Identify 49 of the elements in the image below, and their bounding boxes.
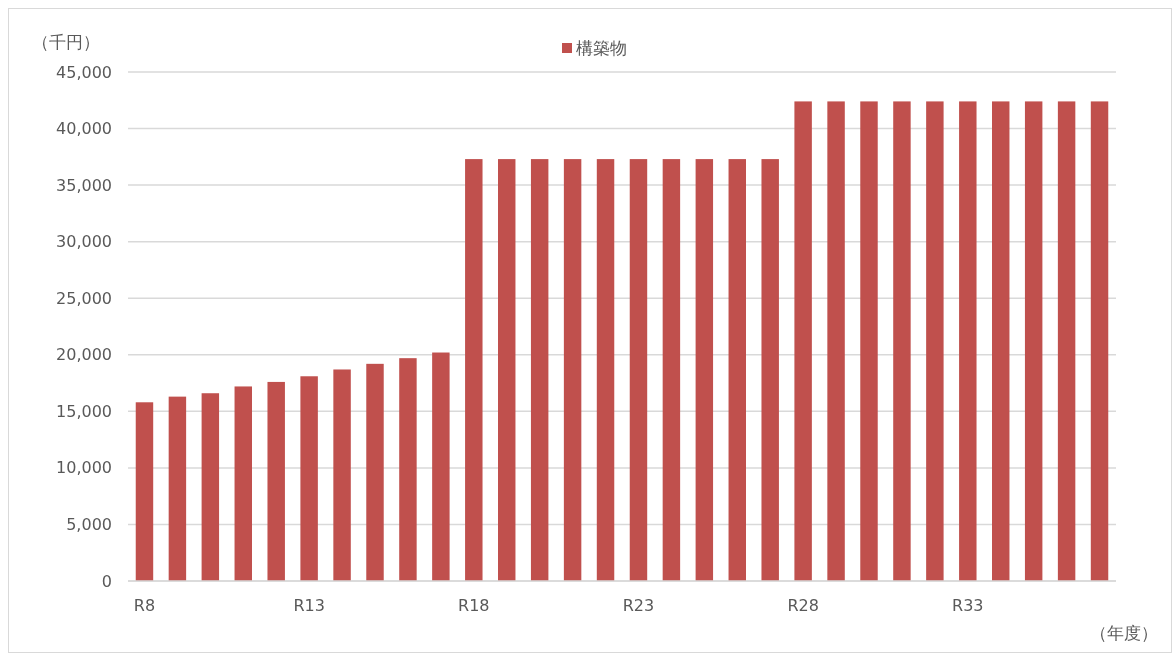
legend-label: 構築物	[576, 37, 627, 58]
y-axis-title: （千円）	[32, 32, 100, 52]
y-tick-label: 45,000	[56, 62, 112, 82]
y-tick-label: 5,000	[66, 515, 112, 535]
y-tick-label: 30,000	[56, 232, 112, 252]
bar	[201, 393, 220, 581]
bar	[959, 101, 977, 581]
y-tick-label: 0	[101, 571, 112, 591]
bar	[1024, 101, 1043, 581]
bar	[893, 101, 911, 581]
bar	[1057, 101, 1076, 581]
x-tick-label: R28	[787, 596, 819, 615]
bar	[399, 358, 417, 581]
bar	[563, 159, 582, 581]
bar	[432, 352, 450, 581]
bar	[860, 101, 878, 581]
y-tick-label: 15,000	[56, 401, 112, 421]
y-tick-label: 20,000	[56, 345, 112, 365]
bar	[596, 159, 615, 581]
bar	[629, 159, 648, 581]
bar	[926, 101, 944, 581]
bar	[333, 369, 351, 581]
bar	[1090, 101, 1109, 581]
bar	[135, 402, 154, 581]
bar	[662, 159, 681, 581]
x-tick-label: R13	[293, 596, 325, 615]
bar	[695, 159, 714, 581]
bar	[827, 101, 845, 581]
bar	[366, 363, 384, 581]
bar	[300, 376, 318, 581]
bar	[530, 159, 549, 581]
y-tick-label: 35,000	[56, 175, 112, 195]
x-tick-label: R18	[458, 596, 490, 615]
bar	[728, 159, 746, 581]
bar	[465, 159, 483, 581]
x-tick-label: R8	[133, 596, 156, 615]
bar	[234, 386, 252, 581]
y-tick-label: 25,000	[56, 288, 112, 308]
bar	[992, 101, 1010, 581]
x-tick-label: R23	[622, 596, 655, 615]
x-axis-title: （年度）	[1090, 623, 1158, 643]
bar	[794, 101, 812, 581]
x-tick-label: R33	[952, 596, 984, 615]
y-tick-label: 10,000	[56, 458, 112, 478]
bar	[498, 159, 516, 581]
bar	[168, 396, 187, 581]
bar	[267, 381, 285, 581]
bar	[761, 159, 779, 581]
y-tick-label: 40,000	[56, 119, 112, 139]
